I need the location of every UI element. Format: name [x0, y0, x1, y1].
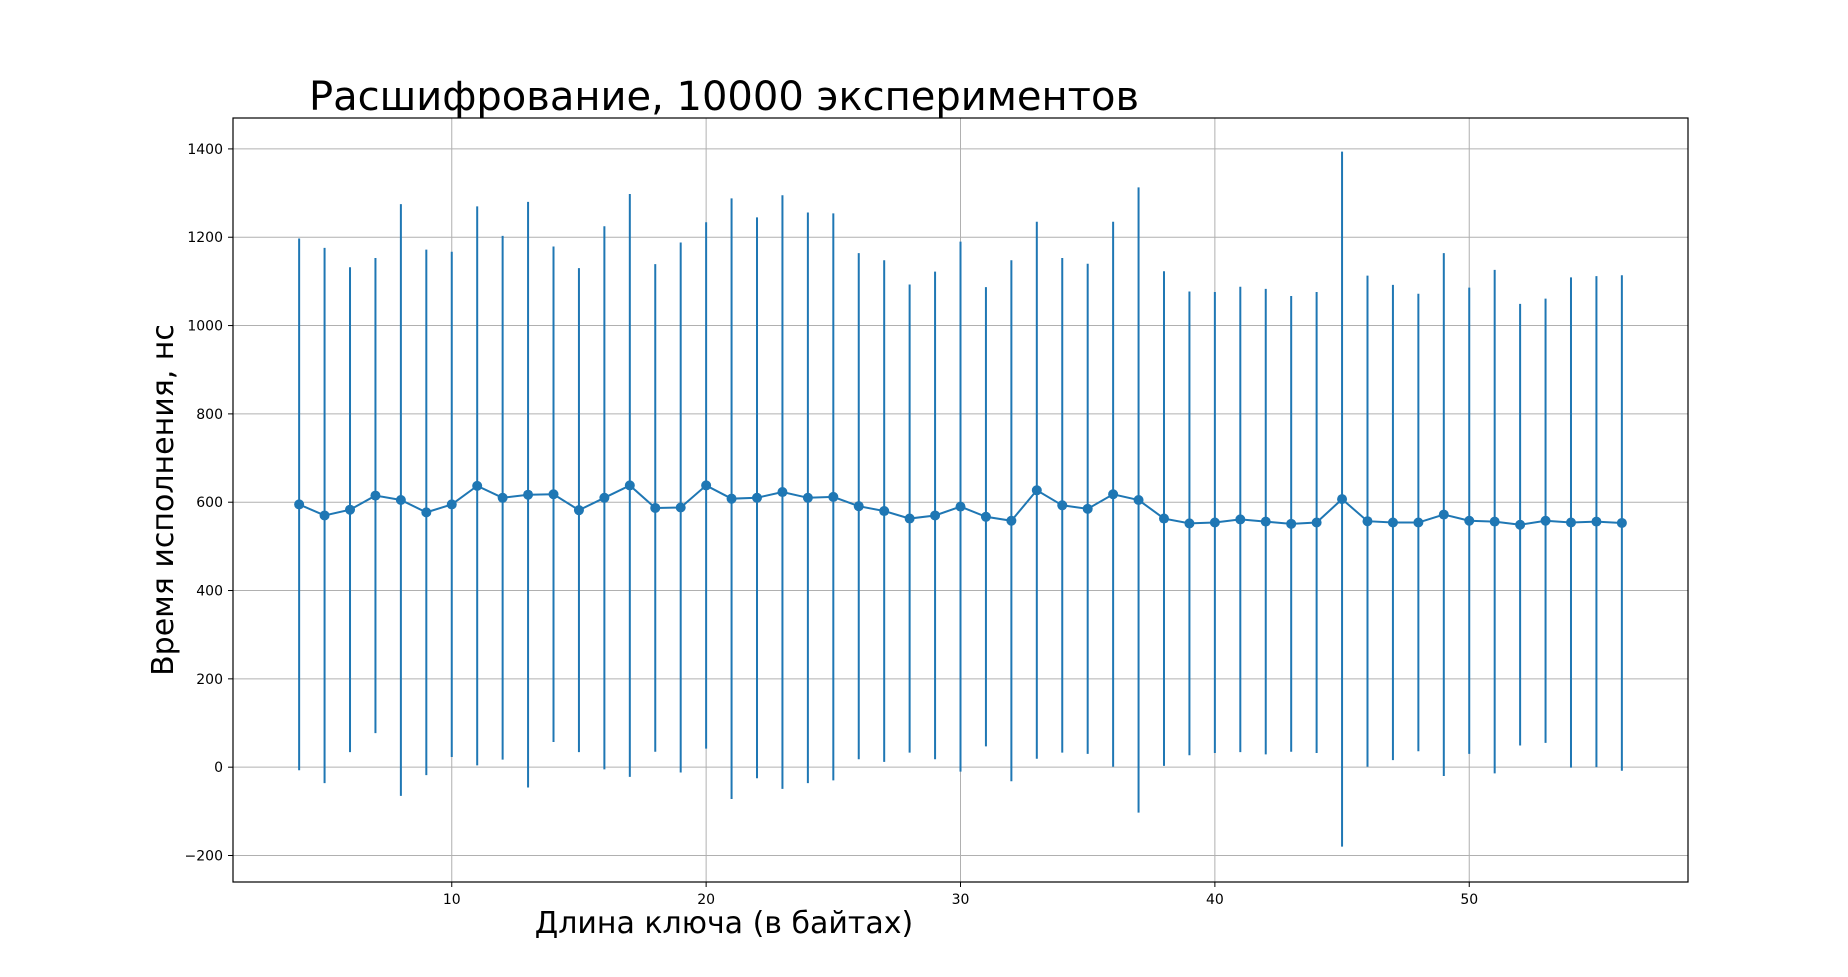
data-point: [446, 499, 457, 510]
data-point: [1438, 509, 1449, 520]
chart-title: Расшифрование, 10000 экспериментов: [309, 74, 1139, 120]
data-point: [1108, 489, 1119, 500]
data-point: [930, 510, 941, 521]
data-point: [395, 495, 406, 505]
y-tick-label: 600: [196, 495, 223, 511]
data-points: [294, 480, 1627, 530]
y-tick-label: 1400: [187, 142, 223, 158]
data-point: [1311, 517, 1322, 528]
y-tick-label: 200: [196, 672, 223, 688]
y-tick-label: −200: [185, 849, 223, 865]
data-point: [319, 510, 330, 521]
data-point: [1133, 495, 1144, 505]
data-point: [1540, 515, 1551, 526]
data-point: [1362, 516, 1373, 527]
plot-frame: [232, 117, 1689, 883]
data-point: [1209, 517, 1220, 528]
data-point: [548, 489, 559, 500]
data-point: [650, 502, 661, 513]
x-tick-label: 20: [697, 892, 715, 908]
data-point: [370, 490, 381, 501]
data-point: [1184, 518, 1195, 529]
data-point: [1489, 516, 1500, 527]
data-point: [802, 492, 813, 503]
data-point: [726, 493, 737, 504]
x-tick-label: 30: [952, 892, 970, 908]
data-point: [1235, 514, 1246, 525]
data-point: [1464, 515, 1475, 526]
data-point: [879, 506, 890, 517]
data-point: [1031, 485, 1042, 496]
data-point: [675, 502, 686, 513]
data-point: [624, 480, 635, 491]
data-point: [828, 491, 839, 502]
data-point: [1260, 516, 1271, 527]
x-tick-label: 40: [1206, 892, 1224, 908]
data-point: [1591, 516, 1602, 527]
data-point: [472, 480, 483, 491]
data-point: [497, 492, 508, 503]
data-point: [1082, 503, 1093, 514]
data-point: [1286, 518, 1297, 529]
data-point: [294, 499, 305, 510]
data-point: [421, 507, 432, 518]
data-point: [955, 501, 966, 512]
axis-ticks: 10 20 30 40 50 −200 0 200 400 600 800 1000 1200 1400: [185, 142, 1479, 908]
x-axis-label: Длина ключа (в байтах): [535, 906, 913, 941]
data-point: [752, 492, 763, 503]
data-point: [904, 513, 915, 524]
data-point: [853, 501, 864, 512]
y-tick-label: 400: [196, 584, 223, 600]
data-point: [1515, 519, 1526, 530]
y-tick-label: 800: [196, 407, 223, 423]
data-point: [1565, 517, 1576, 528]
grid-lines: [233, 118, 1688, 882]
x-tick-label: 10: [443, 892, 461, 908]
data-point: [1057, 500, 1068, 511]
data-point: [573, 505, 584, 516]
data-point: [345, 504, 356, 515]
data-point: [523, 489, 534, 500]
data-point: [1158, 513, 1169, 524]
data-point: [1006, 515, 1017, 526]
data-point: [1616, 517, 1627, 528]
data-point: [1387, 517, 1398, 528]
data-point: [1413, 517, 1424, 528]
y-tick-label: 1000: [187, 319, 223, 335]
data-point: [777, 487, 788, 498]
data-point: [599, 492, 610, 503]
data-point: [701, 480, 712, 491]
error-bars: [298, 151, 1623, 847]
x-tick-label: 50: [1460, 892, 1478, 908]
data-point: [980, 511, 991, 522]
y-axis-label: Время исполнения, нс: [146, 324, 181, 676]
y-tick-label: 1200: [187, 230, 223, 246]
data-point: [1337, 494, 1348, 505]
y-tick-label: 0: [214, 760, 223, 776]
